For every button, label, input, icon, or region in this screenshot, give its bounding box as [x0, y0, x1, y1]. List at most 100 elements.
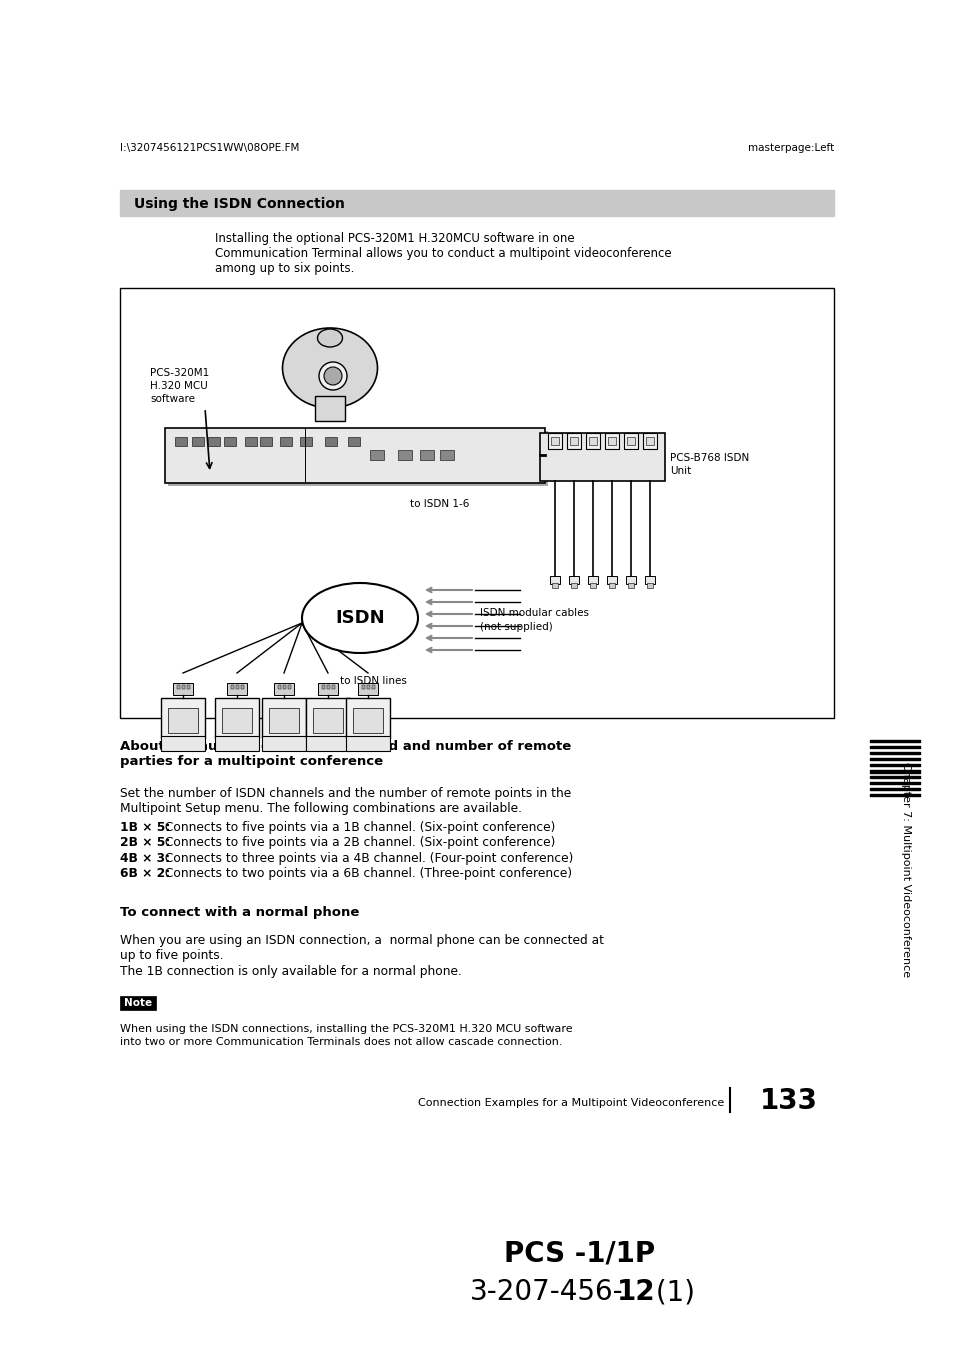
Bar [547, 434, 561, 449]
Bar [372, 685, 375, 689]
Bar [606, 576, 617, 584]
Text: Communication Terminal allows you to conduct a multipoint videoconference: Communication Terminal allows you to con… [214, 247, 671, 259]
Text: Connects to two points via a 6B channel. (Three-point conference): Connects to two points via a 6B channel.… [160, 867, 571, 880]
Text: into two or more Communication Terminals does not allow cascade connection.: into two or more Communication Terminals… [120, 1036, 562, 1047]
Bar [346, 736, 390, 751]
Text: PCS -1/1P: PCS -1/1P [504, 1240, 655, 1269]
Bar [314, 396, 345, 422]
Bar [607, 436, 616, 444]
Bar [348, 436, 359, 446]
Bar [192, 436, 204, 446]
Bar [177, 685, 180, 689]
Bar [585, 434, 599, 449]
Text: among up to six points.: among up to six points. [214, 262, 354, 276]
Text: The 1B connection is only available for a normal phone.: The 1B connection is only available for … [120, 965, 461, 978]
Text: masterpage:Left: masterpage:Left [747, 143, 833, 153]
Bar [165, 428, 544, 484]
Bar [187, 685, 190, 689]
Bar [283, 685, 286, 689]
Bar [327, 685, 330, 689]
Ellipse shape [302, 584, 417, 653]
Bar [587, 576, 598, 584]
Text: Multipoint Setup menu. The following combinations are available.: Multipoint Setup menu. The following com… [120, 802, 521, 815]
Text: Set the number of ISDN channels and the number of remote points in the: Set the number of ISDN channels and the … [120, 786, 571, 800]
Text: About the number of ISDN lines used and number of remote: About the number of ISDN lines used and … [120, 740, 571, 753]
Bar [566, 434, 580, 449]
Bar [325, 436, 336, 446]
Bar [208, 436, 220, 446]
Text: 1B × 5:: 1B × 5: [120, 820, 171, 834]
Bar [306, 736, 350, 751]
Bar [174, 436, 187, 446]
Bar [571, 584, 577, 588]
Text: (not supplied): (not supplied) [479, 621, 552, 632]
Bar [274, 684, 294, 694]
Bar [161, 736, 205, 751]
Bar [222, 708, 252, 734]
Text: When using the ISDN connections, installing the PCS-320M1 H.320 MCU software: When using the ISDN connections, install… [120, 1024, 572, 1034]
Text: Chapter 7: Multipoint Videoconference: Chapter 7: Multipoint Videoconference [900, 762, 910, 978]
Bar [419, 450, 434, 459]
Bar [439, 450, 454, 459]
Bar [569, 436, 578, 444]
Bar [120, 288, 833, 717]
Text: (1): (1) [646, 1278, 695, 1306]
Bar [168, 431, 547, 486]
Bar [361, 685, 365, 689]
Bar [161, 698, 205, 738]
Text: 6B × 2:: 6B × 2: [120, 867, 170, 880]
Bar [397, 450, 412, 459]
Bar [644, 576, 655, 584]
Bar [623, 434, 638, 449]
Ellipse shape [324, 367, 341, 385]
Bar [589, 584, 596, 588]
Bar [332, 685, 335, 689]
Bar [645, 436, 654, 444]
Ellipse shape [318, 362, 347, 390]
Bar [367, 685, 370, 689]
Bar [550, 576, 559, 584]
Bar [262, 736, 306, 751]
Bar [588, 436, 597, 444]
Bar [353, 708, 382, 734]
Text: 12: 12 [617, 1278, 655, 1306]
Bar [299, 436, 312, 446]
Bar [172, 684, 193, 694]
Text: to ISDN 1-6: to ISDN 1-6 [410, 499, 469, 509]
Text: To connect with a normal phone: To connect with a normal phone [120, 907, 359, 919]
Text: ISDN: ISDN [335, 609, 384, 627]
Text: PCS-320M1: PCS-320M1 [150, 367, 209, 378]
Bar [627, 584, 634, 588]
Bar [214, 736, 258, 751]
Text: to ISDN lines: to ISDN lines [339, 676, 406, 686]
Text: software: software [150, 394, 194, 404]
Bar [322, 685, 325, 689]
Bar [568, 576, 578, 584]
Bar [235, 685, 239, 689]
Bar [370, 450, 384, 459]
Bar [646, 584, 652, 588]
Text: Connects to three points via a 4B channel. (Four-point conference): Connects to three points via a 4B channe… [160, 851, 573, 865]
Bar [260, 436, 272, 446]
Text: PCS-B768 ISDN: PCS-B768 ISDN [669, 453, 748, 463]
Text: 2B × 5:: 2B × 5: [120, 836, 171, 848]
Bar [182, 685, 185, 689]
Bar [346, 698, 390, 738]
Bar [227, 684, 247, 694]
Bar [552, 584, 558, 588]
Text: 133: 133 [760, 1088, 817, 1115]
Bar [357, 684, 377, 694]
Bar [224, 436, 235, 446]
Text: Connects to five points via a 1B channel. (Six-point conference): Connects to five points via a 1B channel… [160, 820, 555, 834]
Bar [168, 708, 198, 734]
Text: H.320 MCU: H.320 MCU [150, 381, 208, 390]
Text: Installing the optional PCS-320M1 H.320MCU software in one: Installing the optional PCS-320M1 H.320M… [214, 232, 574, 245]
Bar [262, 698, 306, 738]
Bar [231, 685, 233, 689]
Bar [269, 708, 298, 734]
Bar [288, 685, 291, 689]
Text: Using the ISDN Connection: Using the ISDN Connection [133, 197, 345, 211]
Bar [241, 685, 244, 689]
Bar [317, 684, 337, 694]
Bar [539, 434, 664, 481]
